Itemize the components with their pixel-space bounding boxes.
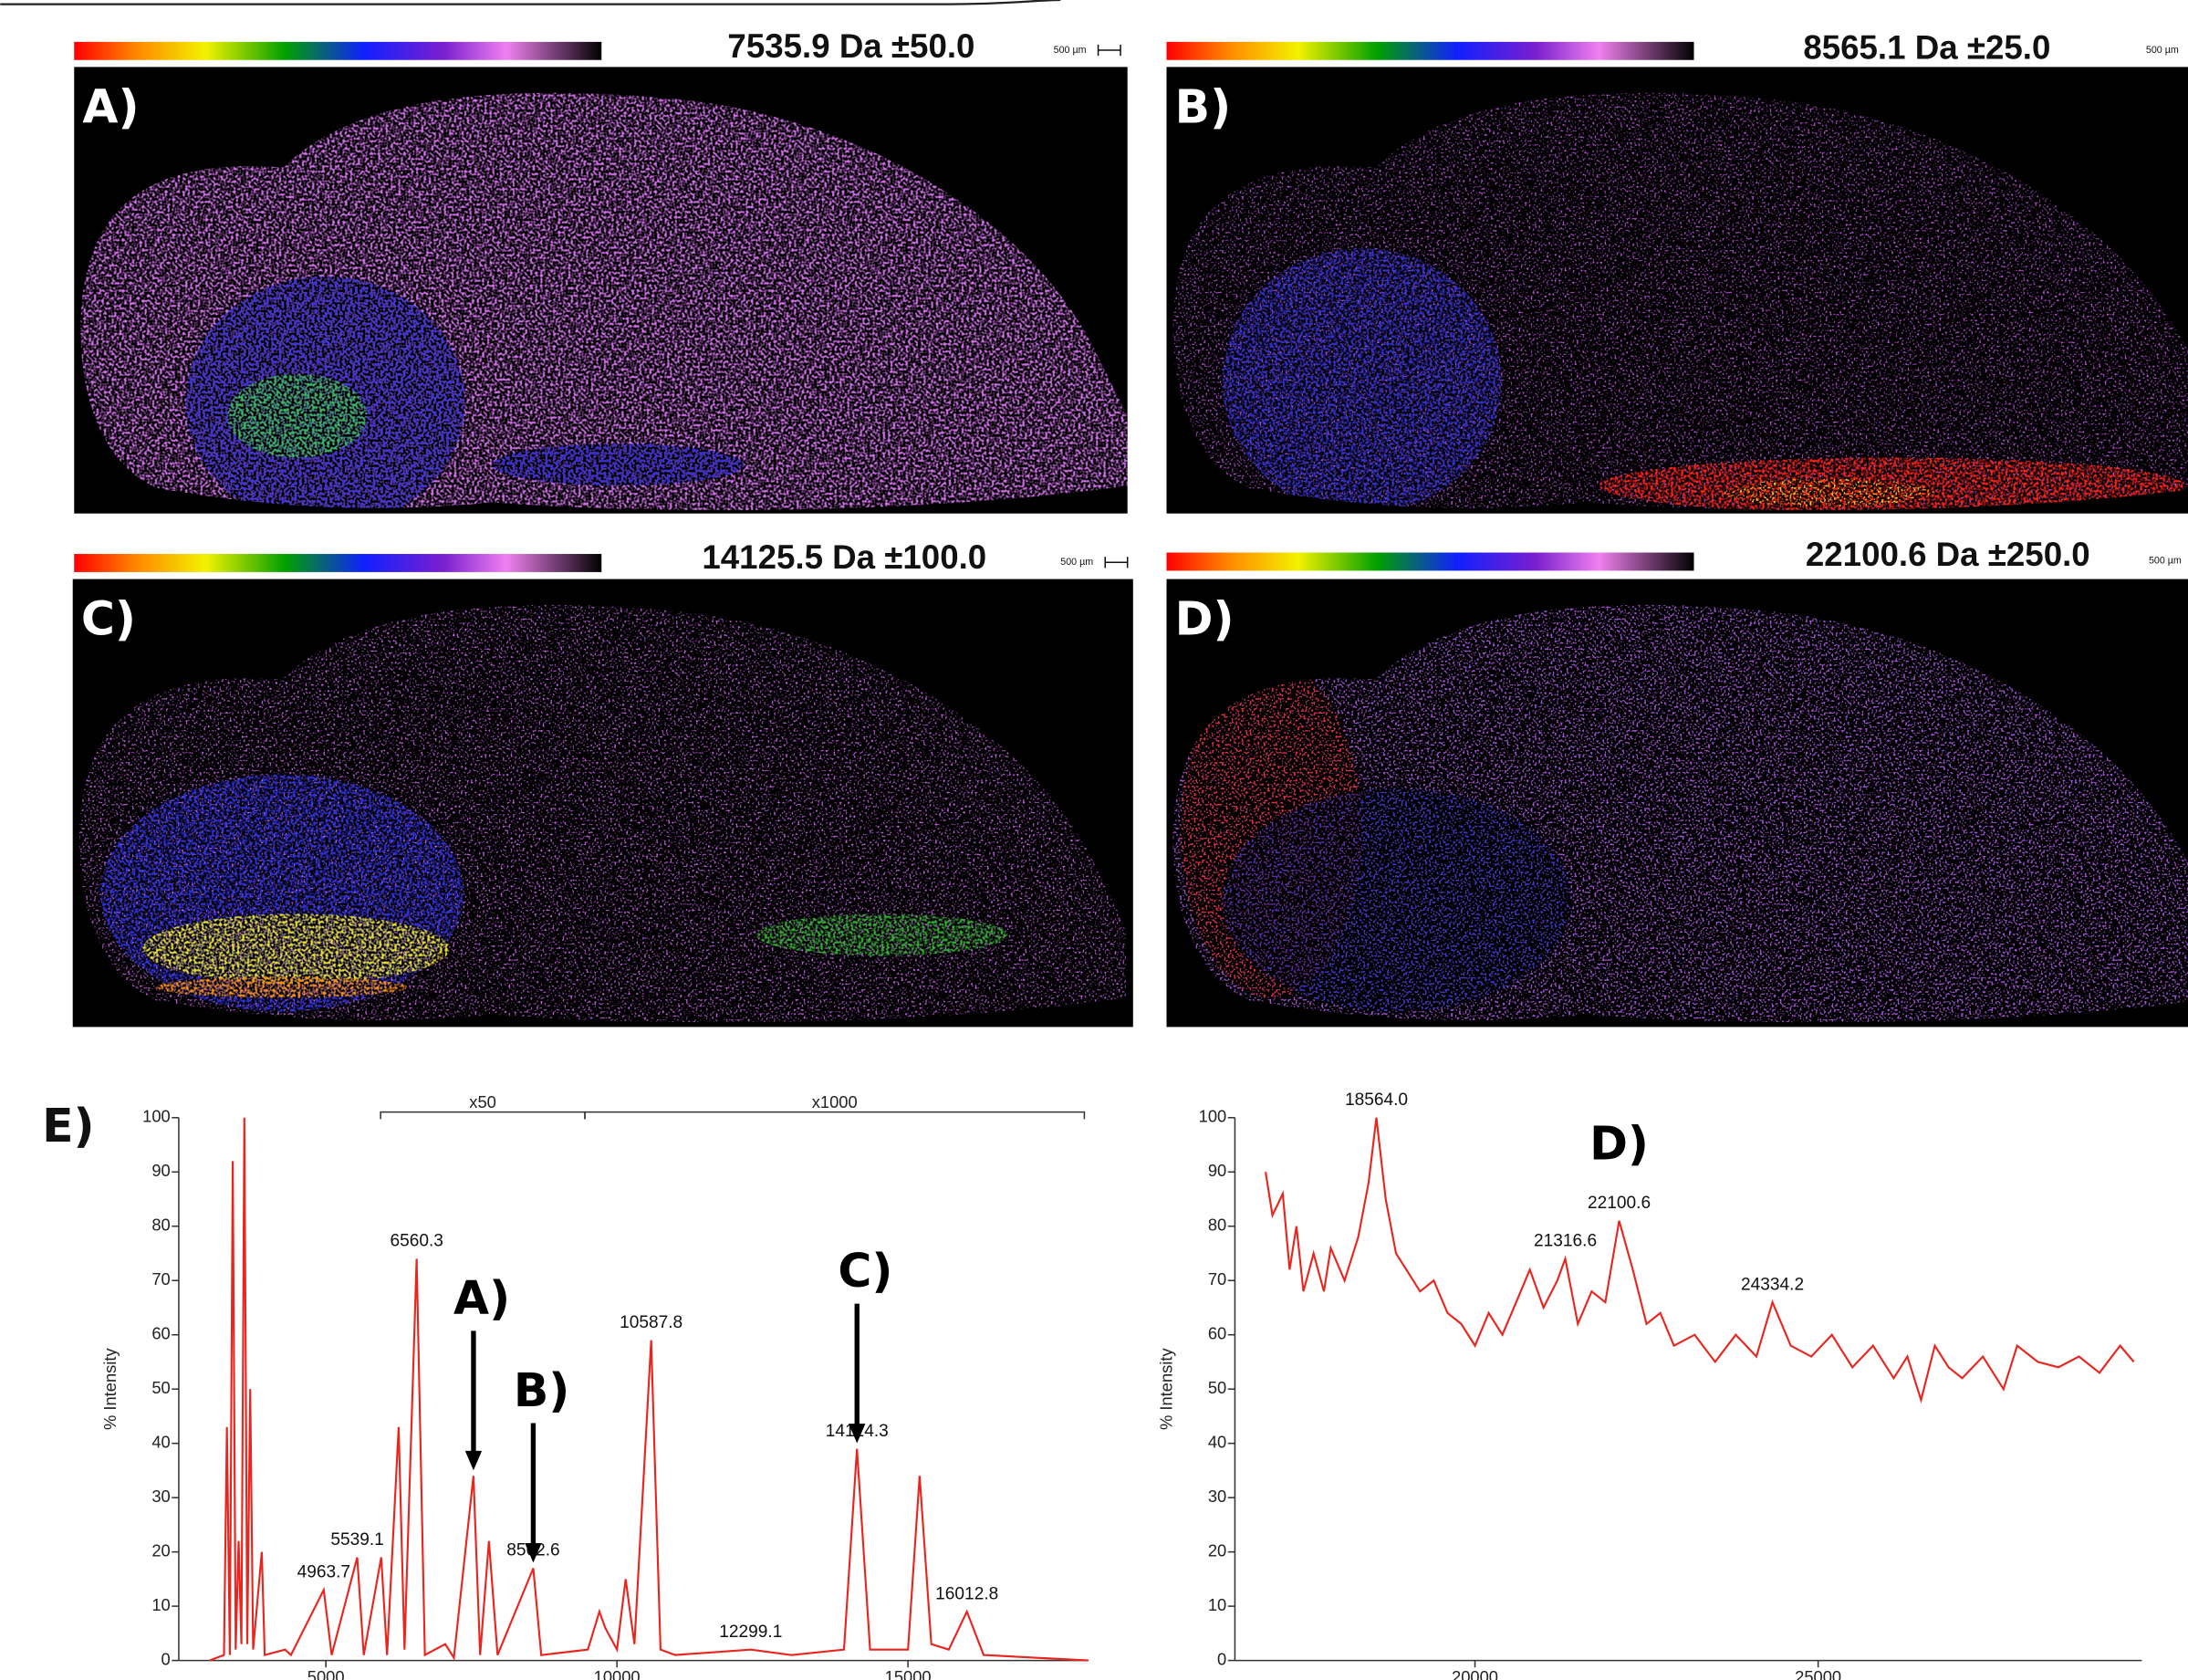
peak-label: 16012.8	[935, 1584, 998, 1603]
y-tick-label: 0	[1217, 1649, 1226, 1668]
scale-label: 500 µm	[2146, 45, 2179, 56]
y-tick-label: 60	[1208, 1324, 1226, 1343]
y-axis-label: % Intensity	[1157, 1348, 1176, 1430]
y-tick-label: 20	[1208, 1540, 1226, 1560]
mass-title: 22100.6 Da ±250.0	[1806, 536, 2090, 573]
panel-letter: B)	[1175, 80, 1232, 134]
peak-label: 4963.7	[297, 1563, 350, 1582]
x-tick-label: 15000	[885, 1667, 932, 1680]
mass-title: 7535.9 Da ±50.0	[727, 27, 974, 65]
y-tick-label: 90	[151, 1161, 170, 1180]
y-tick-label: 10	[1208, 1595, 1226, 1614]
panel-letter: E)	[42, 1099, 95, 1153]
y-tick-label: 20	[151, 1540, 170, 1560]
peak-label: 6560.3	[390, 1232, 443, 1251]
y-tick-label: 30	[1208, 1487, 1226, 1506]
x-tick-label: 25000	[1795, 1667, 1841, 1680]
scale-bar	[1097, 44, 1121, 57]
intensity-hotspot	[1222, 248, 1502, 510]
arrow-head	[849, 1424, 866, 1444]
mass-title: 14125.5 Da ±100.0	[702, 538, 986, 576]
intensity-hotspot	[492, 443, 745, 486]
annotation: A)	[453, 1271, 510, 1325]
peak-label: 18564.0	[1345, 1090, 1408, 1110]
x-tick-label: 20000	[1452, 1667, 1498, 1680]
y-tick-label: 90	[1208, 1161, 1226, 1180]
intensity-hotspot	[1222, 788, 1571, 1012]
peak-label: 12299.1	[719, 1623, 782, 1642]
y-tick-label: 100	[142, 1107, 171, 1126]
y-tick-label: 80	[1208, 1216, 1226, 1235]
annotation: D)	[1589, 1117, 1649, 1171]
peak-label: 22100.6	[1588, 1194, 1651, 1213]
top-rule	[0, 0, 1061, 5]
x-tick-label: 10000	[594, 1667, 641, 1680]
y-axis-label: % Intensity	[100, 1348, 120, 1430]
annotation: C)	[838, 1244, 892, 1298]
mass-title: 8565.1 Da ±25.0	[1803, 29, 2050, 67]
y-tick-label: 70	[1208, 1269, 1226, 1289]
colorbar	[1166, 41, 1694, 60]
y-tick-label: 10	[151, 1595, 170, 1614]
intensity-hotspot	[1724, 478, 1934, 507]
colorbar	[74, 41, 602, 60]
y-tick-label: 30	[151, 1487, 170, 1506]
scale-bracket	[380, 1111, 586, 1120]
scale-label: 500 µm	[1054, 45, 1087, 56]
panel-letter: A)	[82, 80, 139, 134]
arrow-head	[464, 1450, 483, 1471]
spectrum	[1265, 1117, 2135, 1404]
panel-letter: C)	[81, 592, 136, 646]
y-tick-label: 50	[1208, 1378, 1226, 1397]
peak-label: 10587.8	[620, 1313, 682, 1332]
peak-label: 21316.6	[1534, 1232, 1597, 1251]
panel-letter: D)	[1175, 592, 1235, 646]
spectrum	[209, 1117, 1089, 1662]
scale-label: 500 µm	[1060, 557, 1093, 568]
y-tick-label: 0	[161, 1649, 171, 1668]
intensity-hotspot	[755, 913, 1008, 956]
scale-label: 500 µm	[2149, 556, 2182, 567]
scale-bracket	[584, 1111, 1086, 1120]
arrow-head	[525, 1542, 542, 1563]
y-tick-label: 70	[151, 1269, 170, 1289]
peak-label: 5539.1	[330, 1530, 383, 1550]
bracket-label: x1000	[812, 1092, 858, 1111]
annotation: B)	[514, 1363, 570, 1417]
bracket-label: x50	[469, 1092, 496, 1111]
y-tick-label: 80	[151, 1216, 170, 1235]
y-tick-label: 40	[1208, 1433, 1226, 1452]
y-tick-label: 50	[151, 1378, 170, 1397]
y-tick-label: 40	[151, 1433, 170, 1452]
y-tick-label: 100	[1199, 1107, 1227, 1126]
intensity-hotspot	[227, 373, 368, 458]
intensity-hotspot	[156, 976, 408, 998]
y-tick-label: 60	[151, 1324, 170, 1343]
intensity-hotspot	[142, 913, 450, 984]
colorbar	[74, 554, 602, 572]
peak-label: 24334.2	[1741, 1275, 1804, 1294]
colorbar	[1166, 552, 1694, 571]
scale-bar	[1104, 557, 1129, 569]
x-tick-label: 5000	[307, 1667, 345, 1680]
